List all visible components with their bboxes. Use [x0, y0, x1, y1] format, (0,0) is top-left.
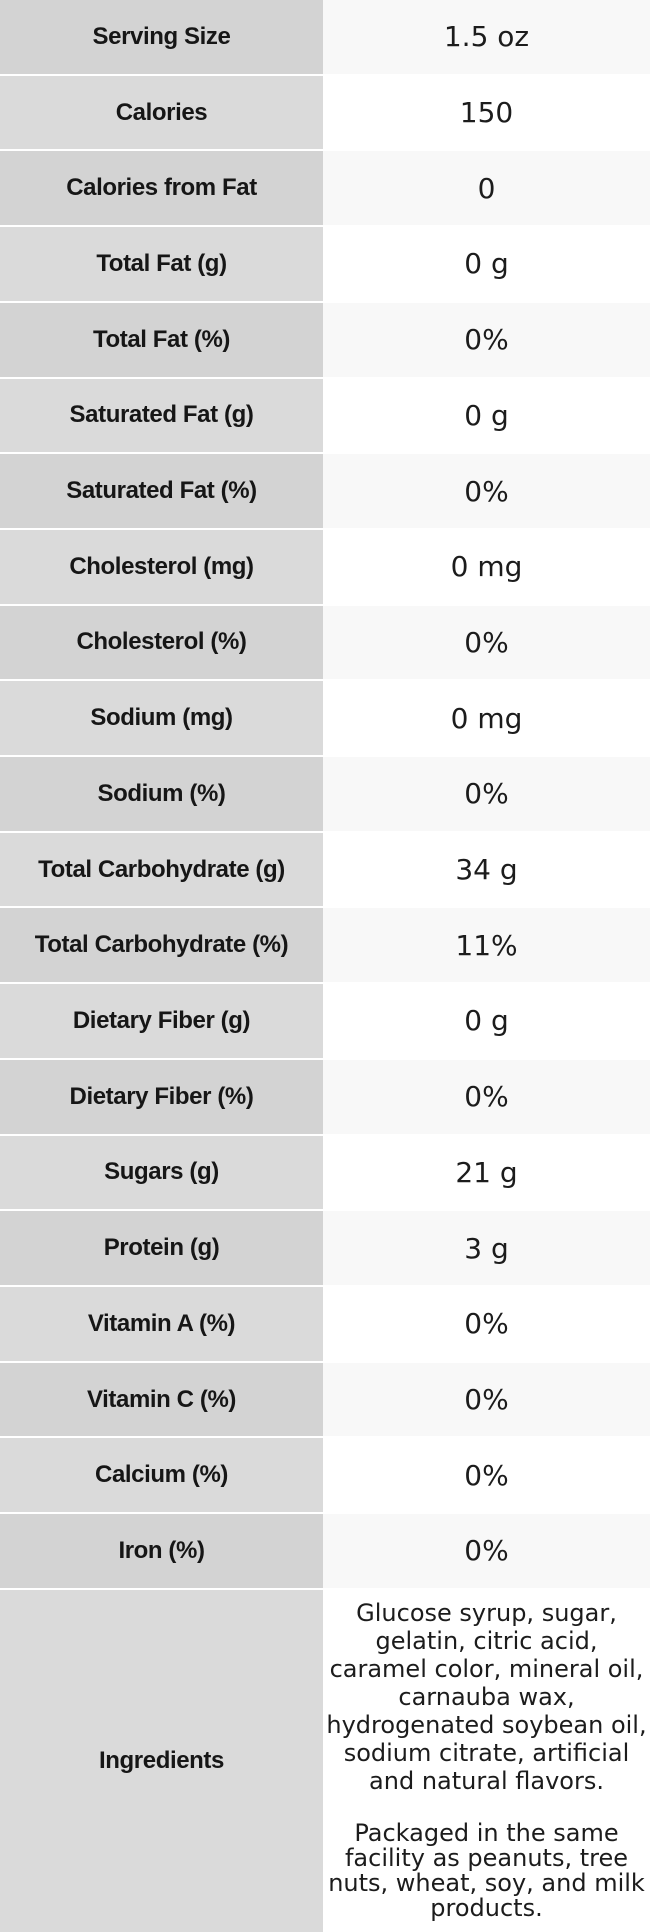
row-total-carbohydrate-g: Total Carbohydrate (g) 34 g [0, 832, 650, 909]
nutrient-value: 0% [323, 1286, 650, 1361]
nutrient-label: Protein (g) [0, 1211, 323, 1285]
row-ingredients: Ingredients Glucose syrup, sugar, gelati… [0, 1589, 650, 1932]
nutrient-value: 0 g [323, 227, 650, 301]
nutrient-label: Dietary Fiber (g) [0, 984, 323, 1058]
ingredients-line: sodium citrate, artificial [343, 1738, 630, 1767]
row-sodium-pct: Sodium (%) 0% [0, 757, 650, 833]
row-cholesterol-pct: Cholesterol (%) 0% [0, 605, 650, 682]
nutrient-value: 0 mg [323, 529, 650, 604]
nutrient-label: Cholesterol (%) [0, 605, 323, 680]
nutrient-value: 1.5 oz [323, 0, 650, 74]
nutrient-value: 0 mg [323, 681, 650, 756]
nutrient-label: Total Carbohydrate (g) [0, 832, 323, 907]
ingredients-line: hydrogenated soybean oil, [326, 1710, 647, 1739]
ingredients-line: Packaged in the same [354, 1818, 619, 1847]
row-serving-size: Serving Size 1.5 oz [0, 0, 650, 76]
row-protein-g: Protein (g) 3 g [0, 1211, 650, 1287]
ingredients-line: facility as peanuts, tree [344, 1843, 629, 1872]
nutrient-value: 0 g [323, 984, 650, 1058]
row-calories: Calories 150 [0, 75, 650, 152]
ingredients-line: and natural flavors. [369, 1766, 604, 1795]
ingredients-line: carnauba wax, [398, 1682, 575, 1711]
nutrient-label: Serving Size [0, 0, 323, 74]
nutrient-value: 0% [323, 605, 650, 680]
nutrient-label: Calcium (%) [0, 1438, 323, 1513]
row-cholesterol-mg: Cholesterol (mg) 0 mg [0, 529, 650, 606]
nutrient-label: Cholesterol (mg) [0, 529, 323, 604]
nutrient-value: 0% [323, 1514, 650, 1588]
nutrient-label: Total Carbohydrate (%) [0, 908, 323, 983]
nutrient-label: Ingredients [0, 1589, 323, 1932]
nutrient-label: Vitamin A (%) [0, 1286, 323, 1361]
ingredients-text: Glucose syrup, sugar, gelatin, citric ac… [323, 1589, 650, 1932]
row-total-fat-g: Total Fat (g) 0 g [0, 227, 650, 303]
nutrient-value: 0 g [323, 378, 650, 453]
row-dietary-fiber-g: Dietary Fiber (g) 0 g [0, 984, 650, 1060]
nutrient-value: 0 [323, 151, 650, 226]
ingredients-line: nuts, wheat, soy, and milk [328, 1868, 645, 1897]
row-total-carbohydrate-pct: Total Carbohydrate (%) 11% [0, 908, 650, 985]
nutrient-label: Sodium (%) [0, 757, 323, 831]
row-vitamin-c-pct: Vitamin C (%) 0% [0, 1362, 650, 1439]
row-calories-from-fat: Calories from Fat 0 [0, 151, 650, 228]
nutrient-label: Dietary Fiber (%) [0, 1059, 323, 1134]
row-dietary-fiber-pct: Dietary Fiber (%) 0% [0, 1059, 650, 1136]
nutrient-value: 0% [323, 1059, 650, 1134]
nutrient-label: Total Fat (%) [0, 302, 323, 377]
row-calcium-pct: Calcium (%) 0% [0, 1438, 650, 1515]
nutrient-label: Calories [0, 75, 323, 150]
ingredients-paragraph: Glucose syrup, sugar, gelatin, citric ac… [326, 1599, 647, 1795]
nutrient-label: Iron (%) [0, 1514, 323, 1588]
ingredients-line: caramel color, mineral oil, [329, 1654, 644, 1683]
ingredients-line: gelatin, citric acid, [375, 1626, 598, 1655]
row-total-fat-pct: Total Fat (%) 0% [0, 302, 650, 379]
nutrient-label: Calories from Fat [0, 151, 323, 226]
nutrient-value: 0% [323, 1362, 650, 1437]
row-vitamin-a-pct: Vitamin A (%) 0% [0, 1286, 650, 1363]
nutrient-label: Sugars (g) [0, 1135, 323, 1210]
nutrient-value: 34 g [323, 832, 650, 907]
nutrient-value: 0% [323, 1438, 650, 1513]
row-iron-pct: Iron (%) 0% [0, 1514, 650, 1590]
nutrient-value: 0% [323, 302, 650, 377]
nutrient-label: Sodium (mg) [0, 681, 323, 756]
nutrient-value: 150 [323, 75, 650, 150]
nutrient-value: 0% [323, 757, 650, 831]
nutrient-label: Saturated Fat (%) [0, 454, 323, 528]
nutrient-label: Saturated Fat (g) [0, 378, 323, 453]
row-sugars-g: Sugars (g) 21 g [0, 1135, 650, 1212]
nutrient-value: 3 g [323, 1211, 650, 1285]
ingredients-line: Glucose syrup, sugar, [356, 1598, 617, 1627]
row-saturated-fat-g: Saturated Fat (g) 0 g [0, 378, 650, 455]
allergen-paragraph: Packaged in the same facility as peanuts… [326, 1818, 647, 1922]
nutrient-value: 21 g [323, 1135, 650, 1210]
ingredients-line: products. [430, 1893, 543, 1922]
row-saturated-fat-pct: Saturated Fat (%) 0% [0, 454, 650, 530]
nutrient-value: 11% [323, 908, 650, 983]
nutrient-label: Vitamin C (%) [0, 1362, 323, 1437]
nutrient-value: 0% [323, 454, 650, 528]
nutrient-label: Total Fat (g) [0, 227, 323, 301]
row-sodium-mg: Sodium (mg) 0 mg [0, 681, 650, 758]
